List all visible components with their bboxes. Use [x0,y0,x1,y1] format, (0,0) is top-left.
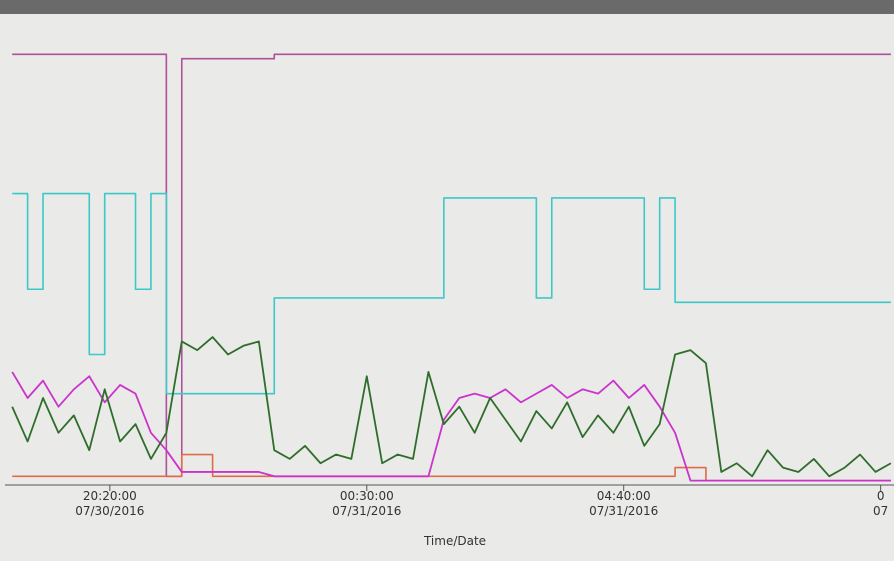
x-tick-label-line: 04:40:00 [597,489,651,503]
x-tick-label-line: 20:20:00 [83,489,137,503]
screen-edge [0,0,894,14]
x-tick-label-line: 07/30/2016 [75,504,144,518]
x-tick-label-line: 00:30:00 [340,489,394,503]
chart: Time/Date 20:20:0007/30/201600:30:0007/3… [0,0,894,561]
x-tick-label-line: 07/31/2016 [332,504,401,518]
x-tick-label-line: 0 [877,489,885,503]
x-axis-title: Time/Date [423,534,486,548]
x-tick-label-line: 07 [873,504,888,518]
x-tick-label-line: 07/31/2016 [589,504,658,518]
